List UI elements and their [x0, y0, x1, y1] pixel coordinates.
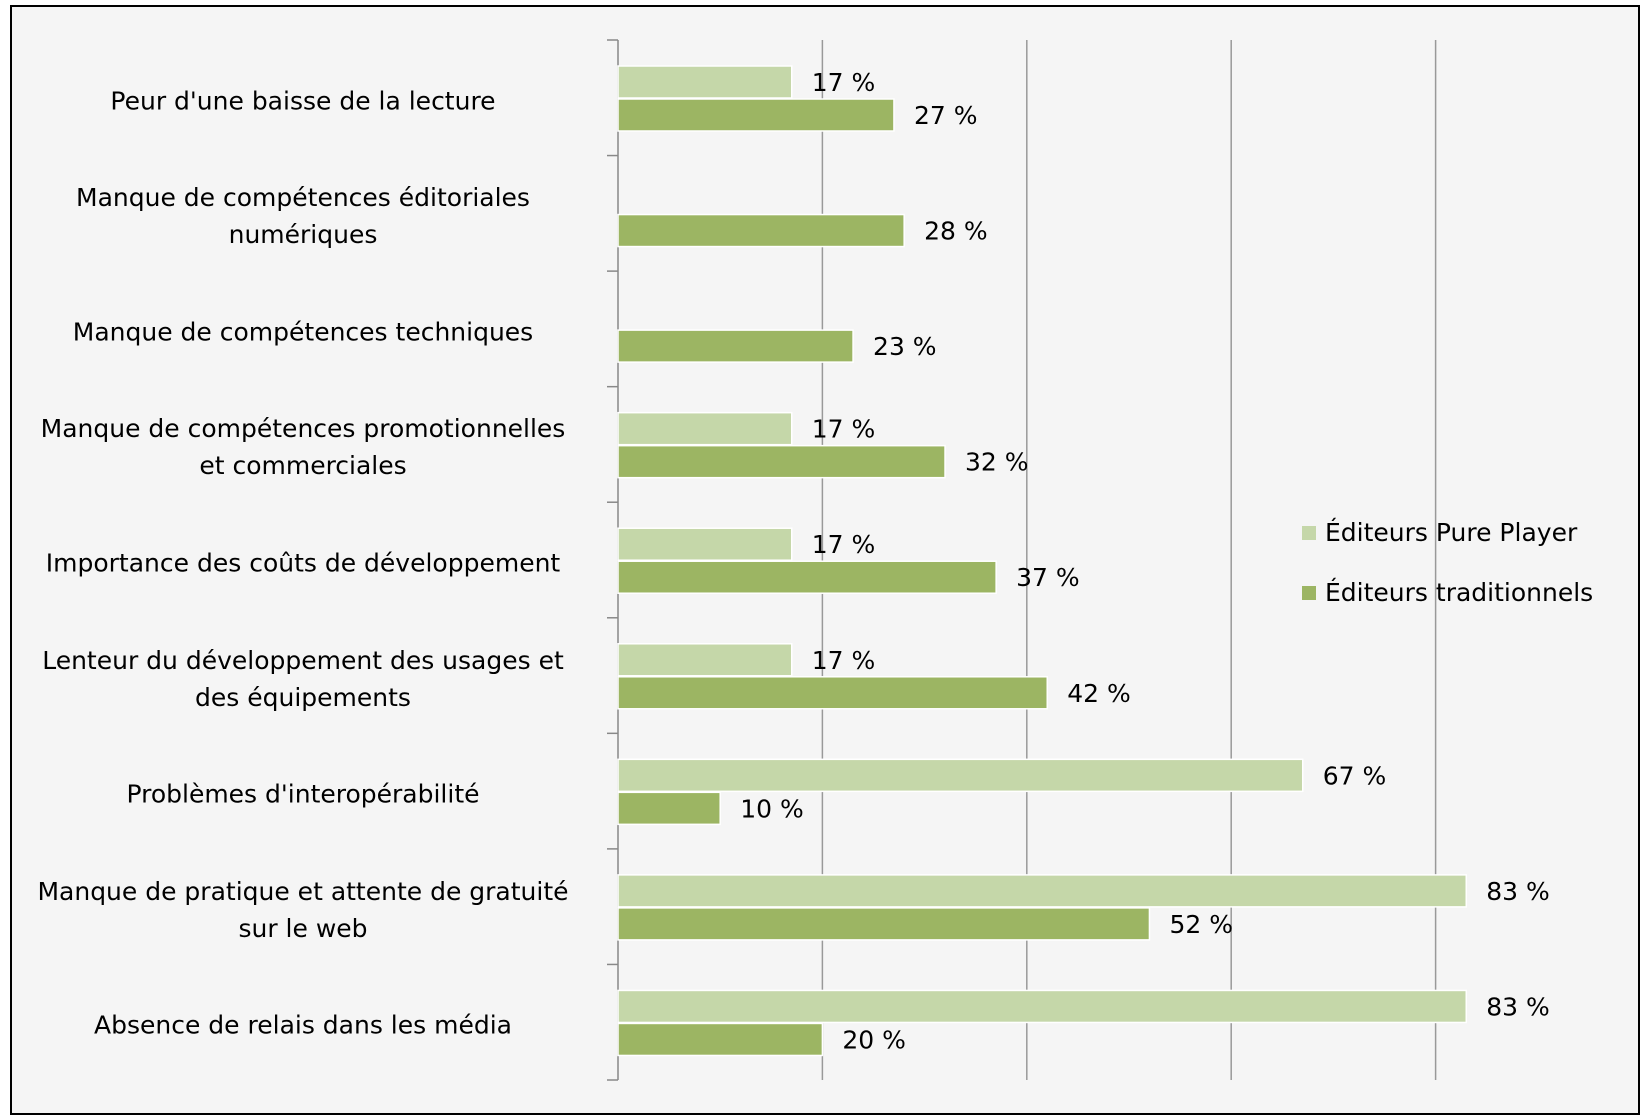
- bar: [617, 676, 1048, 710]
- value-label: 17 %: [812, 530, 876, 559]
- category-label: Peur d'une baisse de la lecture: [110, 86, 496, 116]
- category-label: Manque de compétences éditoriales numéri…: [76, 183, 530, 250]
- bar: [617, 643, 793, 677]
- category-label: Lenteur du développement des usages et d…: [42, 645, 564, 712]
- value-label: 52 %: [1169, 910, 1233, 939]
- bar: [617, 560, 997, 594]
- value-label: 20 %: [842, 1025, 906, 1054]
- value-label: 42 %: [1067, 679, 1131, 708]
- category-label: Manque de pratique et attente de gratuit…: [37, 876, 569, 943]
- value-label: 83 %: [1486, 992, 1550, 1021]
- bar: [617, 758, 1304, 793]
- bar: [617, 527, 793, 561]
- bar: [617, 329, 854, 363]
- bar: [617, 98, 895, 132]
- value-label: 23 %: [873, 332, 937, 361]
- value-label: 17 %: [812, 415, 876, 444]
- value-label: 32 %: [965, 448, 1029, 477]
- category-label: Manque de compétences promotionnelles et…: [40, 414, 566, 481]
- bar: [617, 65, 793, 99]
- legend-label: Éditeurs Pure Player: [1325, 518, 1578, 547]
- bar: [617, 444, 946, 479]
- bar: [617, 907, 1151, 941]
- category-label: Problèmes d'interopérabilité: [126, 779, 480, 809]
- value-label: 37 %: [1016, 563, 1080, 592]
- legend-swatch: [1302, 526, 1316, 540]
- bar: [617, 213, 905, 248]
- value-label: 10 %: [740, 794, 804, 823]
- bar: [617, 1022, 824, 1057]
- value-label: 17 %: [812, 68, 876, 97]
- value-label: 27 %: [914, 101, 978, 130]
- value-label: 28 %: [924, 217, 988, 246]
- legend-label: Éditeurs traditionnels: [1325, 578, 1593, 607]
- value-label: 67 %: [1323, 761, 1387, 790]
- value-label: 83 %: [1486, 877, 1550, 906]
- bar: [617, 989, 1468, 1024]
- category-label: Importance des coûts de développement: [45, 548, 561, 578]
- category-label: Absence de relais dans les média: [94, 1010, 512, 1040]
- bar: [617, 791, 721, 826]
- bar: [617, 874, 1468, 908]
- category-label: Manque de compétences techniques: [72, 317, 534, 347]
- value-label: 17 %: [812, 646, 876, 675]
- bar: [617, 411, 793, 446]
- legend-swatch: [1302, 586, 1316, 600]
